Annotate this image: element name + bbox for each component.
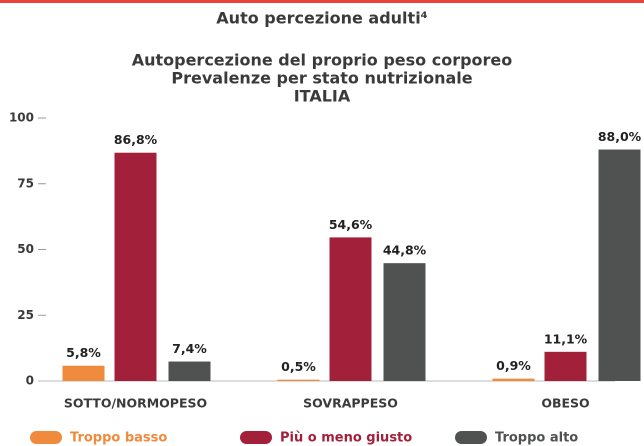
legend-swatch <box>455 431 487 444</box>
value-label: 54,6% <box>329 217 373 232</box>
y-tick-label: 50 <box>17 242 34 256</box>
value-label: 86,8% <box>114 132 158 147</box>
top-border <box>0 0 644 3</box>
chart-title: Auto percezione adulti⁴ <box>216 9 427 28</box>
value-label: 0,5% <box>281 359 316 374</box>
value-label: 5,8% <box>66 345 101 360</box>
chart-subtitle: Prevalenze per stato nutrizionale <box>171 69 472 88</box>
x-tick-label: OBESO <box>541 396 589 411</box>
bar <box>277 379 320 381</box>
bar <box>329 237 372 381</box>
value-label: 88,0% <box>598 129 642 144</box>
legend-swatch <box>240 431 272 444</box>
chart-subtitle: ITALIA <box>294 87 351 106</box>
legend-swatch <box>30 431 62 444</box>
value-label: 7,4% <box>172 341 207 356</box>
legend-label: Troppo alto <box>495 431 578 446</box>
y-tick-label: 100 <box>9 111 34 125</box>
legend-label: Più o meno giusto <box>280 431 412 446</box>
value-label: 0,9% <box>496 358 531 373</box>
bar <box>168 361 211 381</box>
bar <box>598 149 641 381</box>
x-tick-label: SOVRAPPESO <box>303 396 398 411</box>
chart-subtitle: Autopercezione del proprio peso corporeo <box>132 51 513 70</box>
value-label: 11,1% <box>544 331 588 346</box>
bar <box>492 378 535 381</box>
bar <box>114 152 157 381</box>
x-tick-label: SOTTO/NORMOPESO <box>64 396 207 411</box>
bar <box>62 365 105 381</box>
y-tick-label: 25 <box>17 308 34 322</box>
bar <box>544 351 587 381</box>
legend-label: Troppo basso <box>70 431 167 446</box>
bar <box>383 263 426 381</box>
y-tick-label: 0 <box>26 374 34 388</box>
y-tick-label: 75 <box>17 176 34 190</box>
value-label: 44,8% <box>383 243 427 258</box>
